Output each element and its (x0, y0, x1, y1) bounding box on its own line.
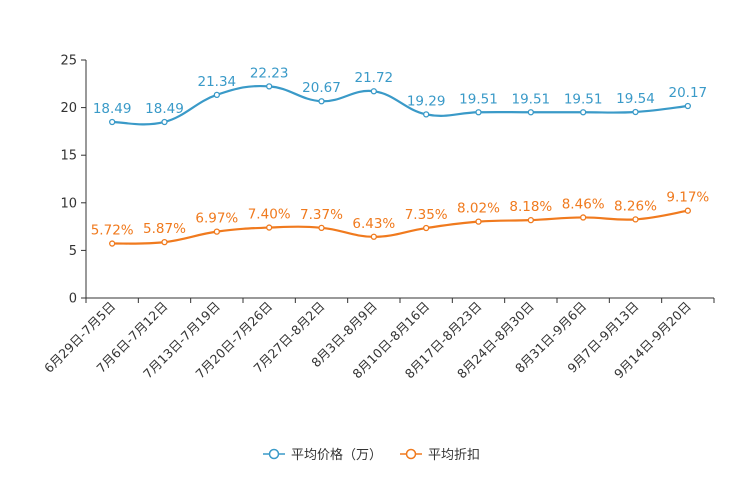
y-tick-label: 15 (60, 149, 77, 164)
data-label: 21.34 (198, 74, 237, 90)
y-tick-label: 5 (69, 244, 77, 259)
data-label: 20.67 (302, 80, 341, 96)
data-label: 18.49 (93, 101, 132, 117)
data-point (423, 224, 430, 232)
data-point (527, 109, 534, 116)
data-point (161, 238, 168, 246)
data-label: 6.43% (352, 216, 395, 232)
data-point (475, 109, 482, 116)
data-label: 7.40% (248, 207, 291, 223)
data-label: 7.35% (405, 207, 448, 223)
data-point (527, 216, 534, 224)
data-label: 9.17% (666, 190, 709, 206)
data-point (684, 102, 691, 110)
legend[interactable]: 平均价格（万） 平均折扣 (263, 447, 480, 463)
data-label: 5.87% (143, 221, 186, 237)
legend-item-1[interactable]: 平均价格（万） (263, 447, 382, 463)
data-label: 19.51 (512, 91, 551, 107)
legend-marker-icon (405, 448, 417, 460)
legend-label: 平均价格（万） (291, 447, 382, 463)
data-label: 8.18% (509, 199, 552, 215)
data-point (580, 214, 587, 221)
data-point (109, 118, 116, 126)
data-label: 21.72 (355, 70, 394, 86)
data-label: 8.26% (614, 198, 657, 214)
series-layer (109, 83, 691, 247)
data-label: 20.17 (669, 85, 708, 101)
y-tick-label: 25 (60, 54, 77, 69)
data-label: 19.29 (407, 93, 446, 109)
data-point (161, 118, 168, 126)
data-label: 19.51 (459, 91, 498, 107)
legend-label: 平均折扣 (428, 448, 480, 463)
data-label: 8.46% (562, 196, 605, 212)
data-point (632, 216, 639, 223)
data-point (266, 224, 273, 231)
data-label: 22.23 (250, 65, 289, 81)
legend-item-2[interactable]: 平均折扣 (400, 448, 480, 463)
data-point (684, 207, 691, 214)
data-point (213, 228, 220, 235)
legend-marker-icon (268, 448, 280, 460)
series-line-2 (112, 209, 689, 245)
data-point (266, 83, 273, 90)
data-point (423, 111, 430, 118)
data-label: 5.72% (91, 223, 134, 239)
data-labels-layer: 18.49 18.49 21.34 22.23 20.67 21.72 19.29 19.51… (91, 65, 710, 238)
data-point (580, 109, 587, 116)
y-tick-label: 10 (60, 196, 77, 211)
data-point (318, 98, 325, 105)
series-line-1 (112, 84, 688, 126)
data-label: 6.97% (195, 211, 238, 227)
data-label: 19.54 (616, 91, 655, 107)
data-point (318, 224, 325, 231)
data-label: 7.37% (300, 207, 343, 223)
data-label: 8.02% (457, 201, 500, 217)
data-point (213, 91, 220, 98)
data-label: 19.51 (564, 91, 603, 107)
data-point (632, 108, 639, 116)
y-tick-label: 0 (69, 292, 77, 307)
data-point (109, 240, 116, 247)
data-point (475, 218, 482, 225)
data-label: 18.49 (145, 101, 184, 117)
y-tick-label: 20 (60, 101, 77, 116)
data-point (370, 233, 377, 240)
data-point (370, 88, 377, 95)
